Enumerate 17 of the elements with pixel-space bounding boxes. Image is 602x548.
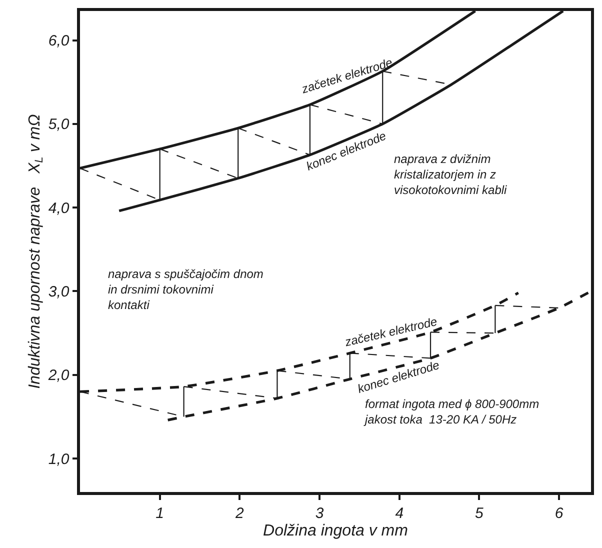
y-tick-label: 5,0	[48, 116, 70, 134]
x-tick-label: 3	[315, 504, 324, 522]
y-tick-label: 4,0	[48, 200, 70, 217]
y-tick-label: 6,0	[48, 32, 70, 50]
text: začetek elektrode	[342, 314, 439, 350]
x-tick-label: 4	[395, 504, 404, 522]
x-tick-label: 5	[475, 504, 484, 522]
x-tick-label: 2	[234, 504, 245, 522]
y-tick-label: 1,0	[48, 450, 70, 468]
y-tick-label: 3,0	[48, 283, 70, 300]
annotation: format ingota med ɸ 800-900mm jakost toka 13-20 KA / 50Hz	[363, 397, 540, 427]
x-tick-label: 1	[156, 504, 164, 522]
annotation: naprava s spuščajočim dnom in drsnimi tokovnimi kontakti	[108, 267, 264, 312]
x-axis-title: Dolžina ingota v mm	[263, 522, 408, 540]
y-tick-label: 2,0	[47, 367, 70, 384]
x-tick-label: 6	[554, 504, 564, 522]
annotation: naprava z dvižnim kristalizatorjem in z visokotokovnimi kabli	[394, 152, 508, 198]
